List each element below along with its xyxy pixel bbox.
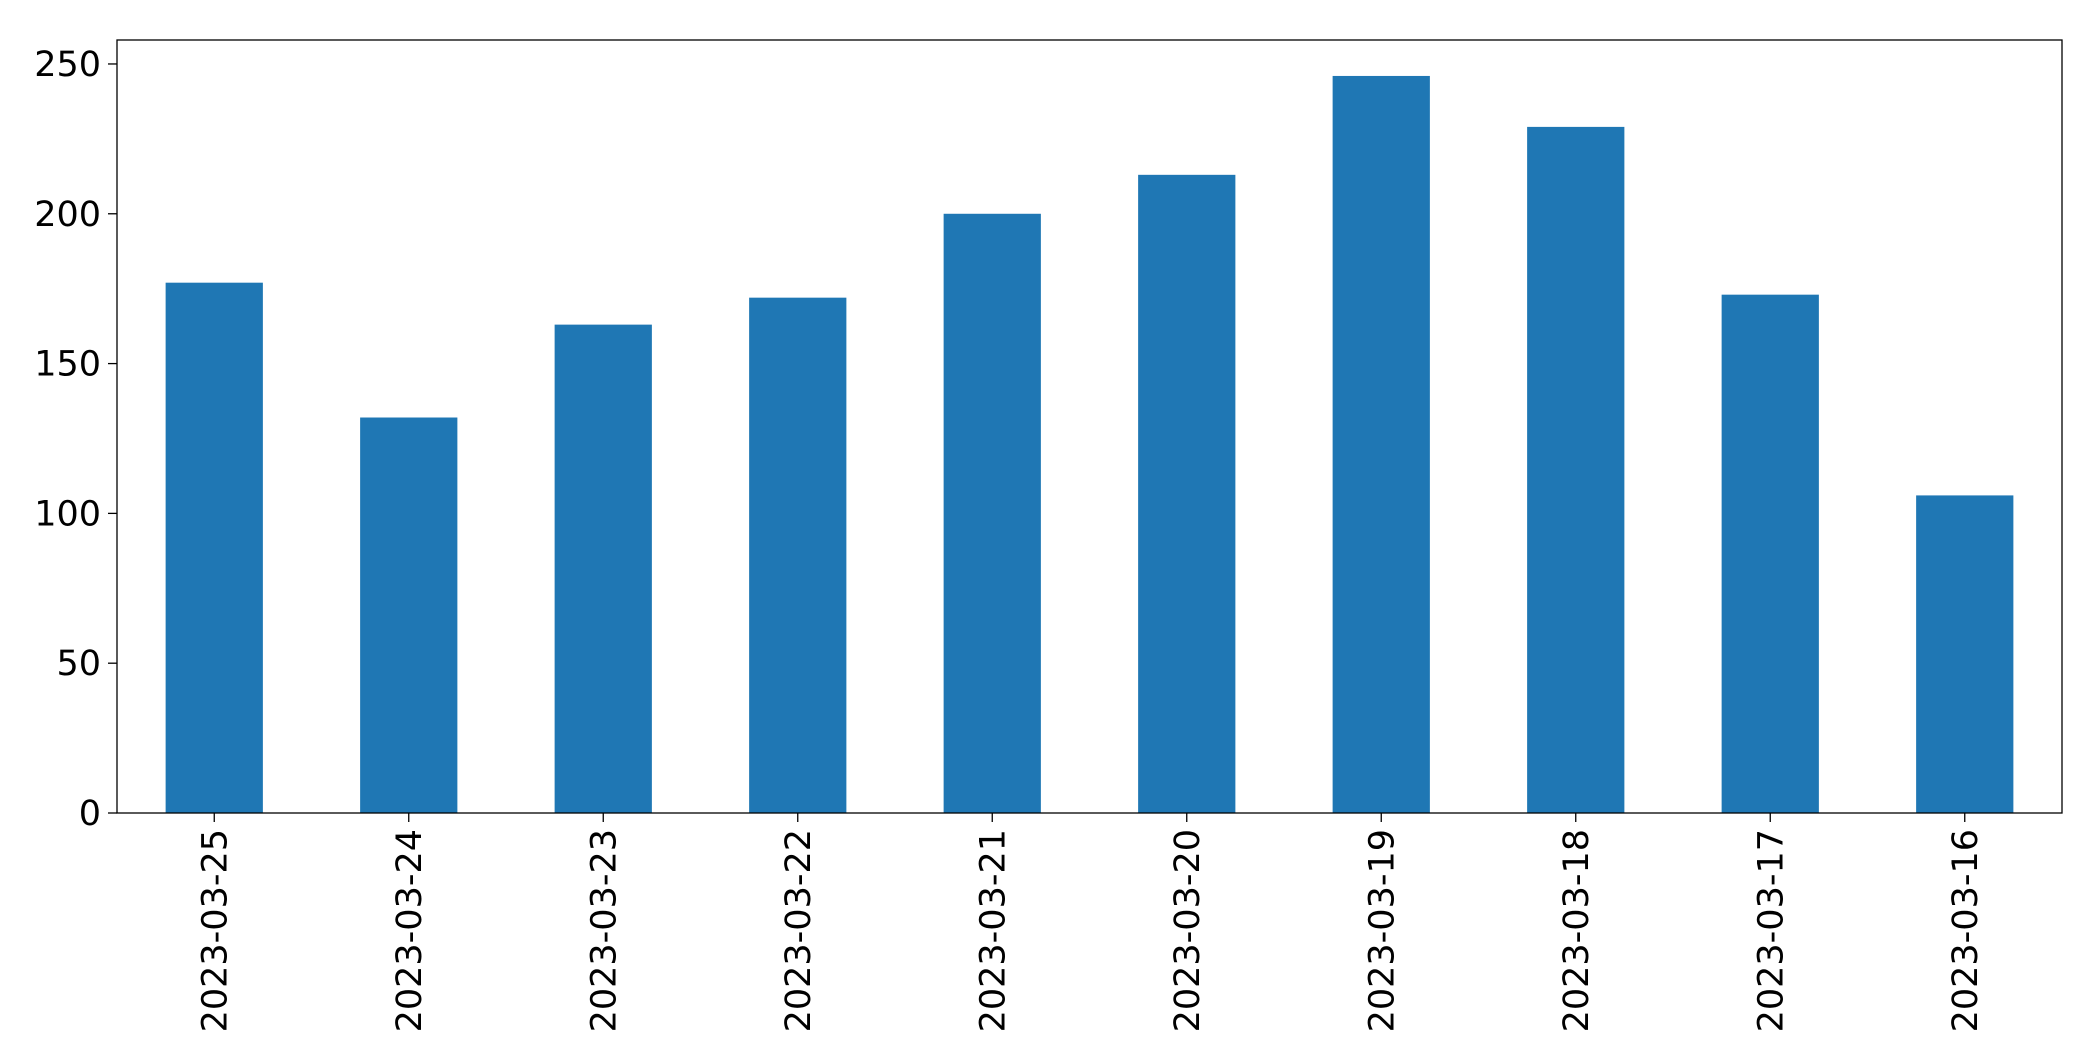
y-tick-label: 200	[34, 195, 101, 235]
y-tick-label: 100	[34, 494, 101, 534]
bar	[749, 297, 847, 814]
bar	[1138, 174, 1236, 814]
bar	[1721, 294, 1819, 813]
plot-frame	[116, 39, 2063, 814]
y-tick-label: 150	[34, 345, 101, 385]
x-tick-label: 2023-03-23	[584, 829, 624, 1032]
y-tick-label: 0	[79, 794, 101, 834]
y-tick-label: 50	[56, 644, 101, 684]
bar	[1916, 495, 2014, 813]
bar	[360, 417, 458, 813]
x-tick-label: 2023-03-16	[1946, 829, 1986, 1032]
x-tick-label: 2023-03-20	[1168, 829, 1208, 1032]
bar	[554, 324, 652, 813]
x-tick-label: 2023-03-24	[390, 829, 430, 1032]
x-tick-label: 2023-03-17	[1751, 829, 1791, 1032]
x-tick-label: 2023-03-21	[973, 829, 1013, 1032]
y-tick-label: 250	[34, 45, 101, 85]
x-tick-label: 2023-03-19	[1362, 829, 1402, 1032]
bar	[943, 213, 1041, 813]
x-tick-label: 2023-03-18	[1557, 829, 1597, 1032]
bar	[165, 282, 263, 813]
bar	[1527, 126, 1625, 814]
x-tick-label: 2023-03-25	[195, 829, 235, 1032]
bar	[1332, 75, 1430, 813]
x-tick-label: 2023-03-22	[779, 829, 819, 1032]
